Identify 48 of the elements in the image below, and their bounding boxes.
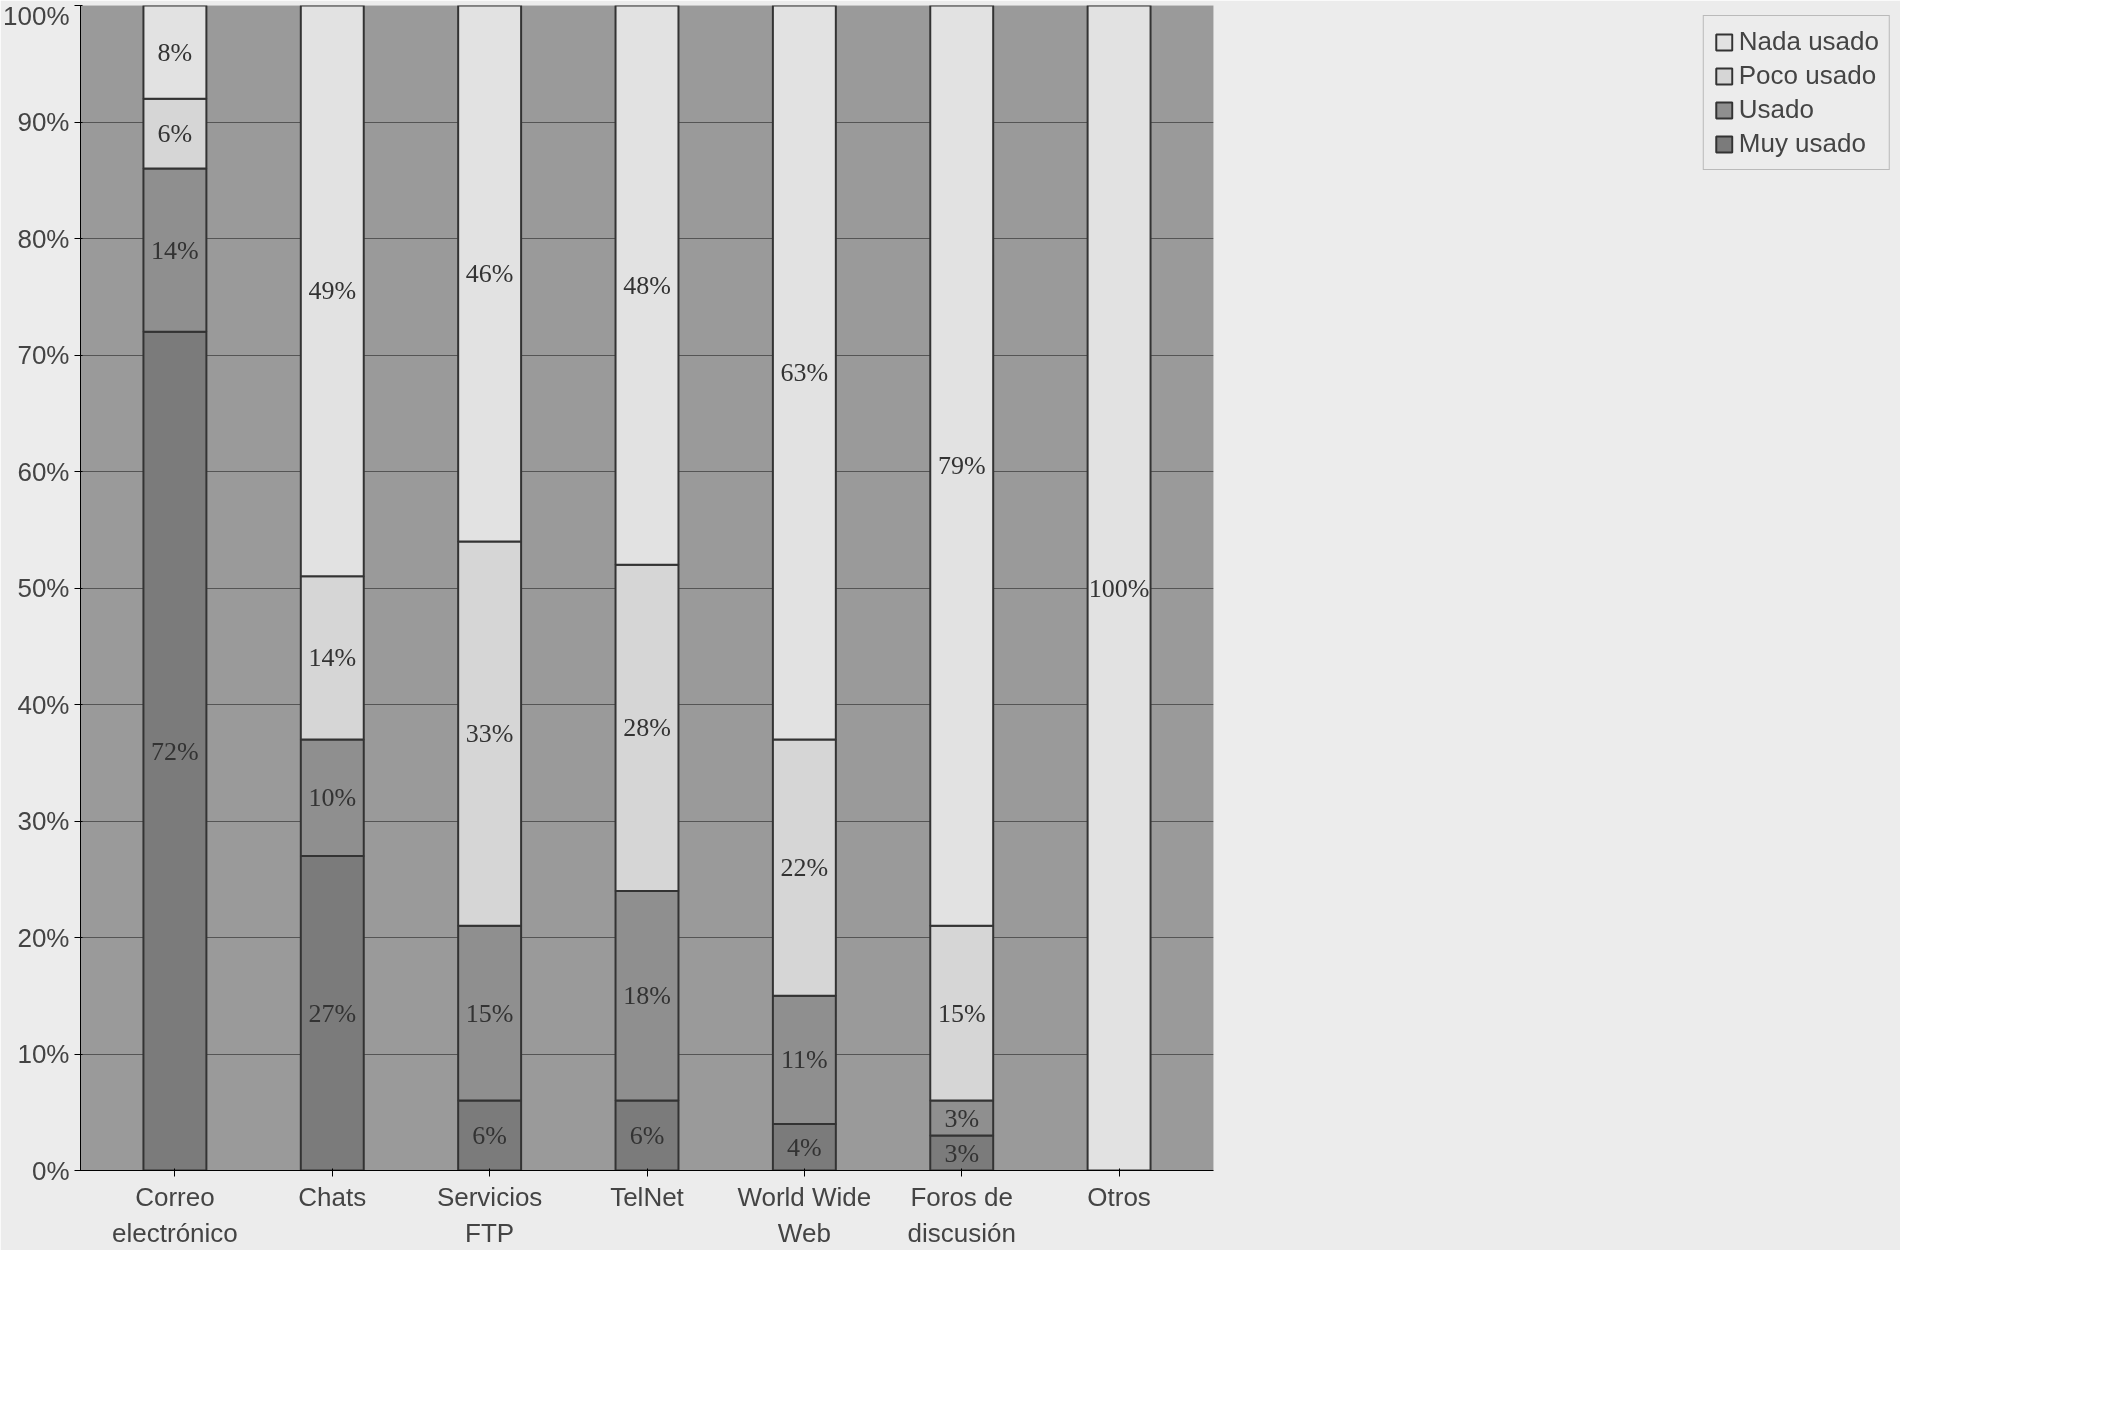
data-label: 3% [944,1103,980,1133]
x-tick-label: Correo electrónico [112,1181,238,1248]
data-label: 6% [157,119,193,149]
x-tick-label: World Wide Web [737,1181,872,1248]
data-label: 10% [308,783,357,813]
y-tick-label: 70% [17,340,70,370]
data-label: 6% [629,1121,665,1151]
data-label: 72% [151,736,199,766]
legend-label: Muy usado [1738,128,1866,159]
y-tick-label: 50% [17,573,70,603]
data-label: 18% [623,981,671,1011]
data-label: 22% [780,853,829,883]
x-tick-label: Foros de discusión [907,1181,1016,1248]
data-label: 15% [465,998,514,1028]
y-tick-label: 100% [3,0,70,31]
y-tick-label: 0% [31,1155,70,1186]
data-label: 14% [308,643,357,673]
data-label: 63% [780,357,829,387]
y-tick-label: 60% [17,456,70,487]
data-label: 79% [937,451,986,481]
data-label: 33% [465,719,514,749]
bar [1086,5,1152,1171]
x-tick-label: Servicios FTP [436,1181,543,1248]
y-tick-label: 90% [17,107,70,137]
data-label: 100% [1088,573,1150,603]
data-label: 28% [623,713,671,743]
y-tick-label: 30% [17,806,70,836]
data-label: 3% [944,1138,980,1168]
x-tick-label: Otros [1087,1181,1151,1212]
data-label: 6% [472,1121,507,1151]
data-label: 49% [308,276,357,306]
data-label: 8% [157,37,193,67]
x-tick-label: Chats [298,1181,367,1212]
data-label: 14% [151,235,199,265]
y-tick-label: 10% [17,1039,70,1069]
data-label: 15% [937,998,986,1028]
x-tick-label: TelNet [610,1181,685,1212]
data-label: 46% [465,258,514,288]
y-tick-label: 20% [17,922,70,953]
data-label: 11% [781,1045,828,1075]
legend-label: Nada usado [1738,26,1879,57]
data-label: 48% [623,270,671,300]
data-label: 27% [308,998,357,1028]
y-tick-label: 80% [17,223,70,254]
legend-label: Poco usado [1738,60,1877,91]
y-tick-label: 40% [17,689,70,720]
data-label: 4% [787,1132,822,1162]
legend-label: Usado [1738,94,1814,125]
